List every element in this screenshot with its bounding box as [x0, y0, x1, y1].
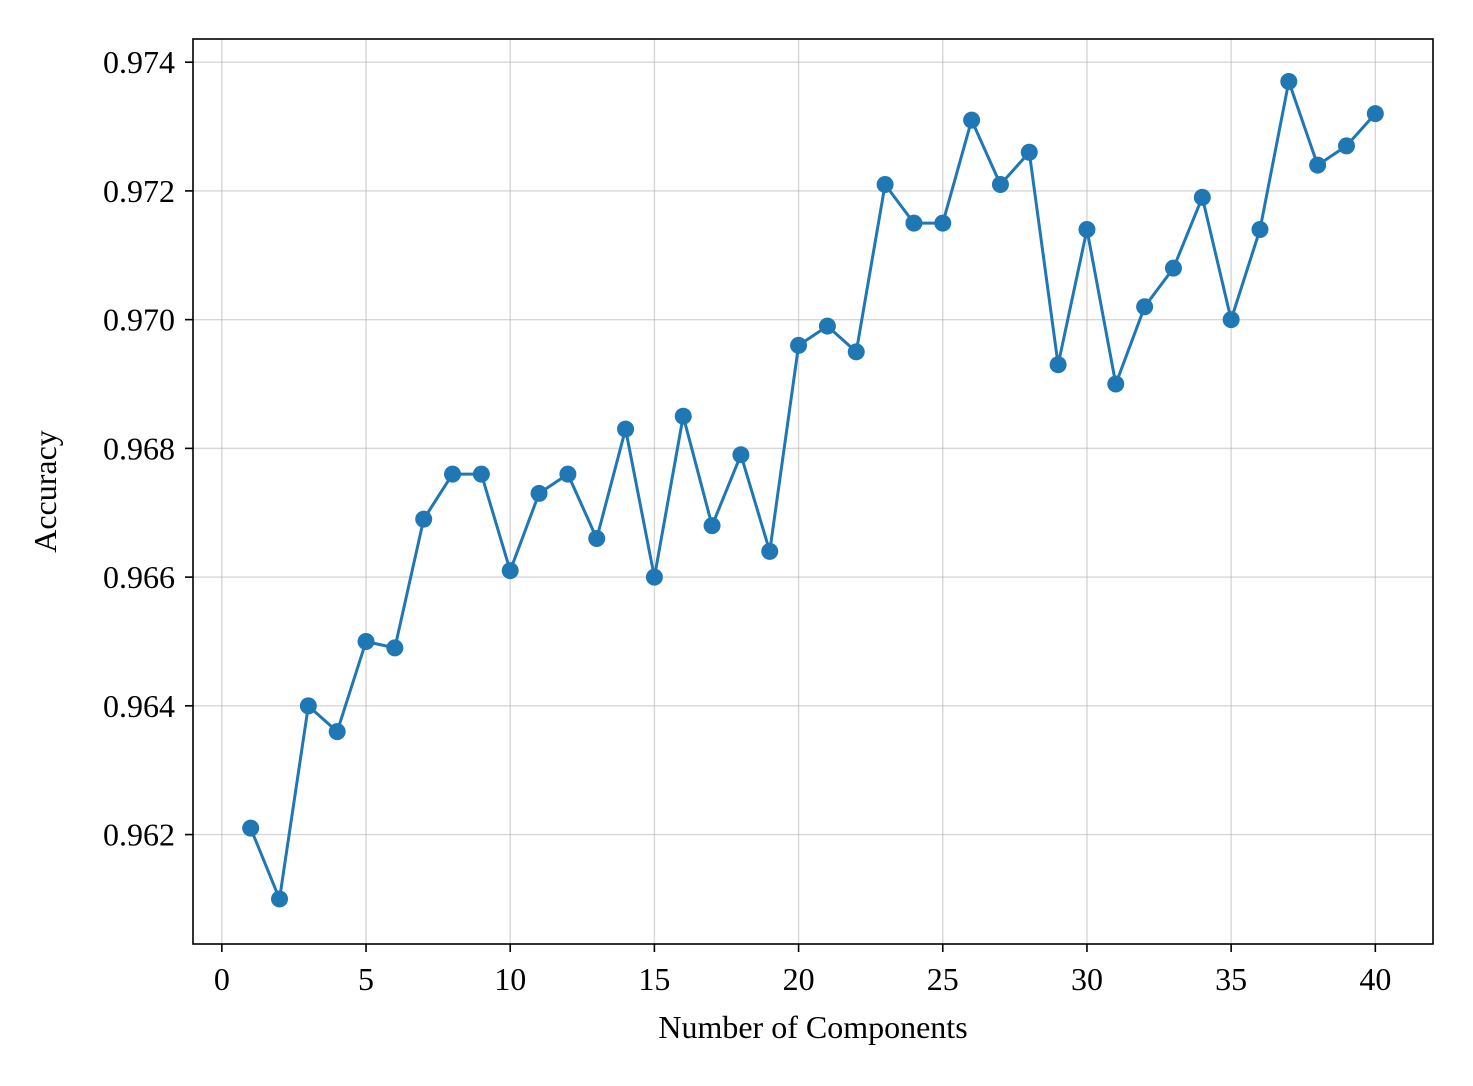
y-tick-label: 0.968	[103, 430, 175, 466]
data-point	[674, 407, 692, 425]
data-point	[617, 420, 635, 438]
data-point	[1164, 259, 1182, 277]
data-point	[1049, 356, 1067, 374]
data-point	[905, 214, 923, 232]
x-tick-label: 40	[1359, 961, 1391, 997]
y-axis-title: Accuracy	[27, 430, 63, 553]
y-tick-label: 0.972	[103, 173, 175, 209]
data-point	[1078, 221, 1096, 239]
data-point	[530, 484, 548, 502]
data-point	[1366, 105, 1384, 123]
data-point	[242, 819, 260, 837]
data-point	[934, 214, 952, 232]
data-point	[1020, 143, 1038, 161]
x-tick-label: 25	[927, 961, 959, 997]
data-point	[790, 336, 808, 354]
data-point	[963, 111, 981, 129]
y-tick-label: 0.964	[103, 688, 175, 724]
data-point	[732, 446, 750, 464]
data-point	[1136, 298, 1154, 316]
data-point	[1222, 311, 1240, 329]
y-tick-label: 0.974	[103, 44, 175, 80]
y-tick-label: 0.966	[103, 559, 175, 595]
data-point	[1337, 137, 1355, 155]
x-tick-label: 10	[494, 961, 526, 997]
data-point	[444, 465, 462, 483]
data-point	[1280, 72, 1298, 90]
y-tick-label: 0.970	[103, 302, 175, 338]
data-point	[472, 465, 490, 483]
data-point	[415, 510, 433, 528]
x-tick-label: 35	[1215, 961, 1247, 997]
data-point	[645, 568, 663, 586]
data-point	[1107, 375, 1125, 393]
data-point	[876, 175, 894, 193]
data-point	[588, 529, 606, 547]
y-tick-label: 0.962	[103, 817, 175, 853]
data-point	[1251, 221, 1269, 239]
data-point	[386, 639, 404, 657]
data-series	[242, 72, 1384, 908]
data-point	[991, 175, 1009, 193]
data-point	[703, 517, 721, 535]
data-point	[271, 890, 289, 908]
data-point	[357, 632, 375, 650]
data-point	[299, 697, 317, 715]
x-tick-label: 30	[1071, 961, 1103, 997]
data-point	[559, 465, 577, 483]
x-tick-label: 15	[638, 961, 670, 997]
data-point	[818, 317, 836, 335]
plot-frame	[192, 38, 1434, 945]
x-axis-title: Number of Components	[658, 1009, 967, 1045]
axis-ticks: 0 5 10 15 20 25 30 35 40 0.962 0.964 0.966 0.968 0.97…	[103, 44, 1391, 997]
data-point	[1193, 188, 1211, 206]
data-point	[761, 542, 779, 560]
x-tick-label: 0	[214, 961, 230, 997]
x-tick-label: 5	[358, 961, 374, 997]
data-point	[847, 343, 865, 361]
x-tick-label: 20	[783, 961, 815, 997]
series-line	[249, 79, 1377, 901]
data-point	[501, 562, 519, 580]
data-point	[328, 723, 346, 741]
data-point	[1309, 156, 1327, 174]
